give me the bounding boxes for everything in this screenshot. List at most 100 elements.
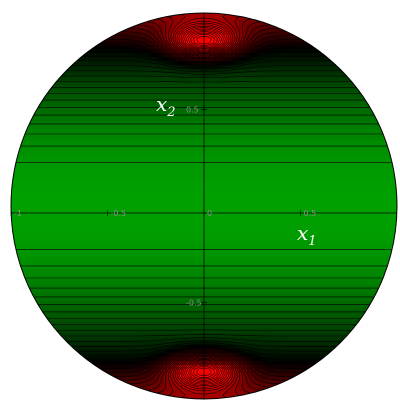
contour-cell bbox=[207, 197, 212, 202]
contour-cell bbox=[203, 101, 208, 106]
contour-cell bbox=[159, 157, 164, 162]
contour-cell bbox=[123, 121, 128, 126]
contour-cell bbox=[59, 193, 64, 198]
contour-cell bbox=[267, 205, 272, 210]
contour-cell bbox=[307, 173, 312, 178]
contour-cell bbox=[139, 81, 144, 86]
contour-cell bbox=[99, 89, 104, 94]
contour-cell bbox=[331, 213, 336, 218]
contour-cell bbox=[299, 217, 304, 222]
contour-cell bbox=[35, 241, 40, 246]
contour-cell bbox=[267, 45, 272, 50]
contour-cell bbox=[59, 233, 64, 238]
contour-cell bbox=[47, 185, 52, 190]
contour-cell bbox=[119, 253, 124, 258]
contour-cell bbox=[95, 73, 100, 78]
contour-cell bbox=[259, 25, 264, 30]
contour-cell bbox=[191, 41, 196, 46]
contour-cell bbox=[151, 153, 156, 158]
contour-cell bbox=[207, 233, 212, 238]
contour-cell bbox=[211, 37, 216, 42]
contour-cell bbox=[15, 177, 20, 182]
contour-cell bbox=[267, 233, 272, 238]
contour-cell bbox=[195, 197, 200, 202]
contour-cell bbox=[251, 13, 256, 18]
contour-cell bbox=[195, 137, 200, 142]
contour-cell bbox=[151, 13, 156, 18]
contour-cell bbox=[123, 61, 128, 66]
contour-cell bbox=[83, 225, 88, 230]
contour-cell bbox=[299, 109, 304, 114]
contour-cell bbox=[119, 157, 124, 162]
contour-cell bbox=[383, 177, 388, 182]
contour-cell bbox=[147, 193, 152, 198]
contour-cell bbox=[63, 217, 68, 222]
contour-cell bbox=[183, 117, 188, 122]
contour-cell bbox=[175, 125, 180, 130]
contour-cell bbox=[199, 173, 204, 178]
contour-cell bbox=[291, 153, 296, 158]
contour-cell bbox=[23, 181, 28, 186]
contour-cell bbox=[279, 33, 284, 38]
contour-cell bbox=[155, 213, 160, 218]
contour-cell bbox=[99, 61, 104, 66]
contour-cell bbox=[363, 149, 368, 154]
contour-cell bbox=[203, 221, 208, 226]
contour-cell bbox=[155, 173, 160, 178]
contour-cell bbox=[219, 249, 224, 254]
contour-cell bbox=[275, 237, 280, 242]
contour-cell bbox=[135, 161, 140, 166]
contour-cell bbox=[199, 137, 204, 142]
contour-cell bbox=[219, 93, 224, 98]
contour-cell bbox=[271, 97, 276, 102]
contour-cell bbox=[227, 213, 232, 218]
contour-cell bbox=[271, 209, 276, 214]
contour-cell bbox=[355, 157, 360, 162]
contour-cell bbox=[287, 161, 292, 166]
contour-cell bbox=[319, 53, 324, 58]
contour-cell bbox=[127, 69, 132, 74]
contour-cell bbox=[215, 117, 220, 122]
contour-cell bbox=[351, 241, 356, 246]
contour-cell bbox=[83, 169, 88, 174]
contour-cell bbox=[159, 89, 164, 94]
contour-cell bbox=[231, 129, 236, 134]
contour-cell bbox=[59, 93, 64, 98]
contour-cell bbox=[159, 177, 164, 182]
contour-cell bbox=[239, 125, 244, 130]
contour-cell bbox=[59, 169, 64, 174]
contour-cell bbox=[335, 161, 340, 166]
contour-cell bbox=[215, 109, 220, 114]
contour-cell bbox=[71, 81, 76, 86]
contour-cell bbox=[235, 69, 240, 74]
contour-cell bbox=[191, 205, 196, 210]
contour-cell bbox=[199, 249, 204, 254]
contour-cell bbox=[183, 165, 188, 170]
contour-cell bbox=[127, 253, 132, 258]
contour-cell bbox=[79, 189, 84, 194]
contour-cell bbox=[67, 189, 72, 194]
contour-cell bbox=[171, 177, 176, 182]
contour-cell bbox=[55, 225, 60, 230]
contour-cell bbox=[279, 73, 284, 78]
contour-cell bbox=[103, 109, 108, 114]
contour-cell bbox=[231, 225, 236, 230]
contour-cell bbox=[243, 137, 248, 142]
contour-cell bbox=[335, 89, 340, 94]
contour-cell bbox=[299, 97, 304, 102]
contour-cell bbox=[307, 233, 312, 238]
contour-cell bbox=[159, 25, 164, 30]
contour-cell bbox=[155, 97, 160, 102]
contour-cell bbox=[343, 221, 348, 226]
contour-cell bbox=[71, 193, 76, 198]
contour-cell bbox=[187, 213, 192, 218]
contour-cell bbox=[47, 133, 52, 138]
contour-cell bbox=[55, 249, 60, 254]
contour-cell bbox=[235, 185, 240, 190]
contour-cell bbox=[191, 125, 196, 130]
contour-cell bbox=[239, 165, 244, 170]
contour-cell bbox=[83, 209, 88, 214]
contour-cell bbox=[295, 153, 300, 158]
contour-cell bbox=[183, 69, 188, 74]
contour-cell bbox=[287, 237, 292, 242]
